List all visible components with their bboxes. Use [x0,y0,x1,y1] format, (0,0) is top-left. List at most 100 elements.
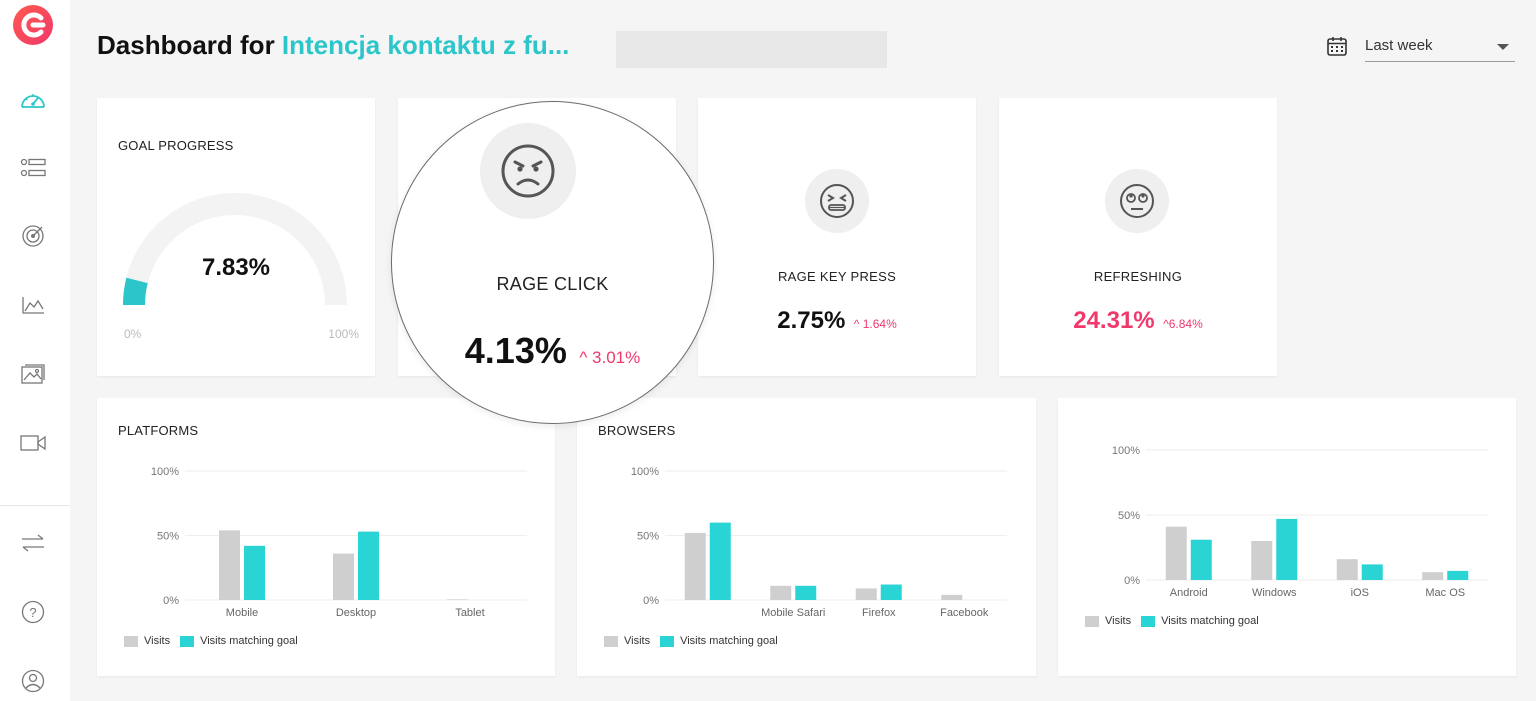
x-tick-label: Android [1170,587,1208,599]
x-tick-label: Mobile [226,607,258,619]
browsers-legend: Visits Visits matching goal [604,635,782,647]
rage-click-label: RAGE CLICK [496,274,609,294]
refreshing-delta-value: 6.84% [1168,317,1203,331]
dashboard-gauge-icon[interactable] [19,86,47,114]
legend-label-visits: Visits [624,635,651,647]
page-title-goal-name[interactable]: Intencja kontaktu z fu... [281,30,570,60]
rage-key-press-card: RAGE KEY PRESS 2.75% ^ 1.64% [698,98,976,376]
gauge-max-label: 100% [328,327,359,341]
legend-item-matching[interactable]: Visits matching goal [180,635,298,647]
refreshing-label: REFRESHING [1093,269,1183,284]
operating-systems-card: 100% 50% 0% Android Windows iOS Mac OS Visits … [1058,398,1516,676]
y-tick-label: 100% [1112,445,1140,457]
help-question-icon[interactable]: ? [19,598,47,626]
segments-icon[interactable] [19,154,47,182]
bar-matching[interactable] [709,522,731,600]
heatmaps-image-icon[interactable] [19,360,47,388]
bar-visits[interactable] [219,530,240,600]
legend-label-matching: Visits matching goal [200,635,298,647]
date-range-value: Last week [1365,37,1433,54]
date-range-select[interactable]: Last week [1365,34,1515,62]
rage-key-press-label: RAGE KEY PRESS [777,269,897,284]
goals-target-icon[interactable] [19,222,47,250]
y-tick-label: 0% [1124,575,1140,587]
legend-label-matching: Visits matching goal [680,635,778,647]
legend-label-visits: Visits [144,635,171,647]
page-title-prefix: Dashboard for [97,30,282,60]
rage-key-press-value: 2.75% [777,307,846,334]
x-tick-label: Mac OS [1425,587,1465,599]
bar-matching[interactable] [1447,570,1469,580]
bar-matching[interactable] [1361,564,1383,580]
bar-visits[interactable] [855,588,877,600]
refreshing-card: REFRESHING 24.31% ^6.84% [999,98,1277,376]
bar-visits[interactable] [770,585,792,600]
legend-item-visits[interactable]: Visits [1085,615,1131,627]
legend-swatch-matching [180,635,195,647]
rage-click-delta: ^ 3.01% [579,348,641,367]
bar-matching[interactable] [1276,518,1298,580]
gauge-min-label: 0% [124,327,142,341]
legend-item-visits[interactable]: Visits [124,635,170,647]
bar-matching[interactable] [880,584,902,600]
legend-label-matching: Visits matching goal [1161,615,1259,627]
y-tick-label: 0% [643,595,659,607]
platforms-card: PLATFORMS 100% 50% 0% Mobile Desktop Tablet V… [97,398,555,676]
legend-item-matching[interactable]: Visits matching goal [660,635,778,647]
bar-matching[interactable] [795,585,817,600]
x-tick-label: iOS [1351,587,1369,599]
legend-swatch-visits [124,635,138,647]
chevron-down-icon [1497,44,1509,50]
user-profile-icon[interactable] [19,667,47,695]
bar-visits[interactable] [1165,526,1187,580]
bar-visits[interactable] [333,553,354,600]
bar-visits[interactable] [1422,572,1444,580]
bar-visits[interactable] [447,599,468,600]
refreshing-value-row: 24.31% ^6.84% [999,307,1277,335]
sidebar: ? [0,0,70,701]
platforms-legend: Visits Visits matching goal [124,635,302,647]
y-tick-label: 100% [151,466,179,478]
x-tick-label: Tablet [455,607,484,619]
rage-key-press-delta: ^ 1.64% [853,317,897,331]
calendar-icon[interactable] [1326,35,1348,57]
recordings-video-icon[interactable] [19,429,47,457]
swap-arrows-icon[interactable] [19,529,47,557]
legend-swatch-visits [1085,615,1099,627]
y-tick-label: 50% [1118,510,1140,522]
bar-visits[interactable] [1251,541,1273,580]
legend-item-visits[interactable]: Visits [604,635,650,647]
goal-progress-fill [123,277,148,306]
browsers-title: BROWSERS [598,423,676,438]
platforms-title: PLATFORMS [118,423,199,438]
bar-matching[interactable] [358,531,379,600]
rage-click-value: 4.13% [464,330,567,371]
rage-click-magnifier[interactable]: RAGE CLICK 4.13% ^ 3.01% [391,101,714,424]
svg-text:?: ? [29,605,36,620]
operating-systems-legend: Visits Visits matching goal [1085,615,1263,627]
frustrated-face-icon [805,169,869,233]
browsers-chart: 100% 50% 0% Mobile Safari Firefox Facebook [631,466,1007,619]
platforms-chart: 100% 50% 0% Mobile Desktop Tablet [151,466,527,619]
trends-chart-icon[interactable] [19,291,47,319]
y-tick-label: 50% [157,531,179,543]
bar-visits[interactable] [1336,559,1358,580]
bar-matching[interactable] [1190,539,1212,580]
y-tick-label: 50% [637,531,659,543]
goal-progress-card: GOAL PROGRESS 7.83% 0% 100% [97,98,375,376]
legend-swatch-matching [660,635,675,647]
legend-item-matching[interactable]: Visits matching goal [1141,615,1259,627]
x-tick-label: Firefox [862,607,896,619]
bar-matching[interactable] [244,545,265,600]
legend-label-visits: Visits [1105,615,1132,627]
refreshing-delta: ^6.84% [1163,317,1203,331]
browsers-card: BROWSERS 100% 50% 0% Mobile Safari Firefox Fa… [577,398,1036,676]
page-title: Dashboard for Intencja kontaktu z fu... [97,30,569,61]
sidebar-divider [0,505,70,506]
rage-click-value-row: 4.13% ^ 3.01% [392,330,713,372]
bar-visits[interactable] [941,594,963,600]
app-logo[interactable] [12,4,54,46]
bar-visits[interactable] [684,532,706,600]
legend-swatch-matching [1141,615,1156,627]
redacted-placeholder [616,31,887,68]
